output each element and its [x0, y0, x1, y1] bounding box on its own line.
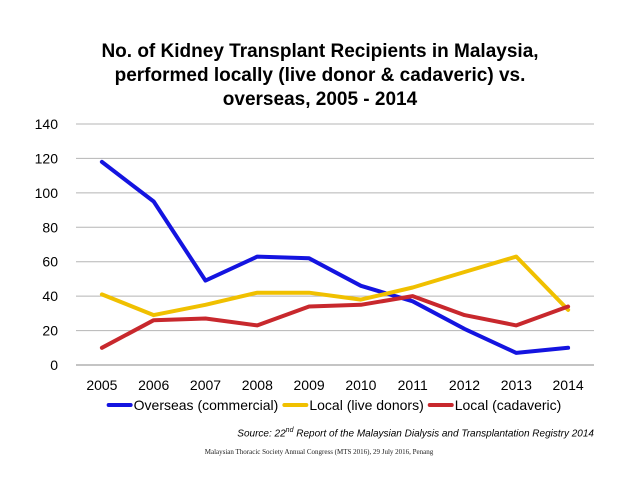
legend-label-3: Local (cadaveric) — [455, 397, 562, 413]
x-tick-label: 2006 — [138, 377, 169, 393]
y-tick-label: 120 — [35, 150, 59, 166]
footer-credit: Malaysian Thoracic Society Annual Congre… — [204, 448, 434, 456]
chart-title-line-2: performed locally (live donor & cadaveri… — [114, 65, 526, 86]
x-tick-label: 2010 — [345, 377, 376, 393]
chart-title: No. of Kidney Transplant Recipients in M… — [60, 40, 580, 112]
y-axis-ticks: 0 20 40 60 80 100 120 140 — [35, 116, 59, 373]
legend-label-1: Overseas (commercial) — [134, 397, 279, 413]
y-tick-label: 100 — [35, 185, 59, 201]
x-axis-ticks: 2005 2006 2007 2008 2009 2010 2011 2012 2013 2014 — [86, 377, 584, 393]
x-tick-label: 2014 — [553, 377, 584, 393]
x-tick-label: 2005 — [86, 377, 117, 393]
y-tick-label: 40 — [42, 288, 58, 304]
series-lines — [99, 159, 571, 355]
series-line-2 — [99, 254, 571, 318]
y-tick-label: 80 — [42, 219, 58, 235]
x-tick-label: 2007 — [190, 377, 221, 393]
x-tick-label: 2012 — [449, 377, 480, 393]
source-superscript: nd — [285, 427, 294, 434]
x-tick-label: 2009 — [294, 377, 325, 393]
series-line-3 — [99, 294, 571, 350]
y-tick-label: 60 — [42, 254, 58, 270]
source-prefix: Source: 22 — [237, 428, 286, 440]
y-tick-label: 0 — [50, 357, 58, 373]
chart-title-line-1: No. of Kidney Transplant Recipients in M… — [101, 41, 539, 62]
source-note: Source: 22nd Report of the Malaysian Dia… — [0, 427, 594, 439]
chart-title-line-3: overseas, 2005 - 2014 — [222, 89, 418, 110]
y-tick-label: 20 — [42, 323, 58, 339]
series-line-1 — [99, 159, 571, 355]
x-tick-label: 2013 — [501, 377, 532, 393]
gridlines — [76, 123, 594, 366]
legend: Overseas (commercial) Local (live donors)… — [106, 397, 562, 413]
source-suffix: Report of the Malaysian Dialysis and Tra… — [293, 428, 594, 440]
x-tick-label: 2011 — [398, 377, 428, 393]
legend-label-2: Local (live donors) — [309, 397, 423, 413]
y-tick-label: 140 — [35, 116, 59, 132]
x-tick-label: 2008 — [242, 377, 273, 393]
